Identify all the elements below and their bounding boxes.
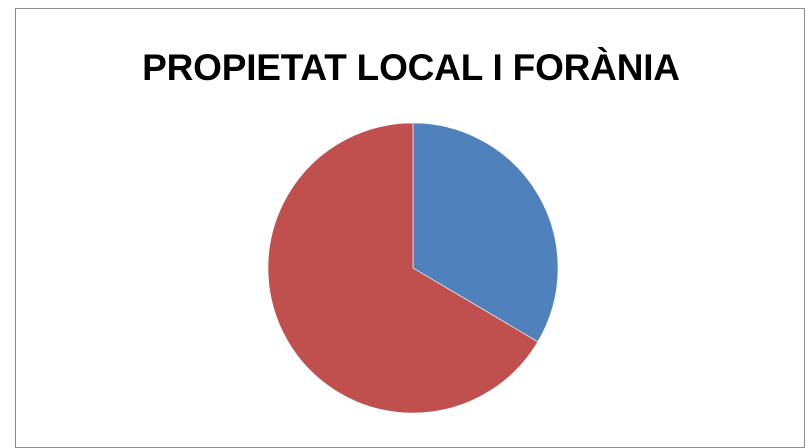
chart-title: PROPIETAT LOCAL I FORÀNIA [142,47,680,88]
pie-chart [267,122,559,414]
pie-slice-2 [267,122,539,414]
pie-slices [267,122,559,414]
pie-slice-1 [412,122,559,343]
